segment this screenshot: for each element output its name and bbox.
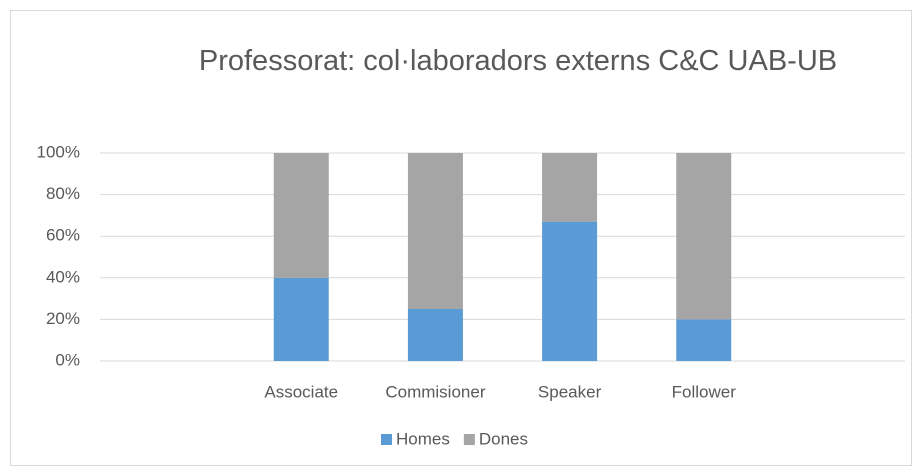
chart-title: Professorat: col·laboradors externs C&C … xyxy=(198,45,838,77)
legend-label: Dones xyxy=(479,429,528,448)
bar-segment xyxy=(542,153,598,222)
x-tick-label: Speaker xyxy=(538,382,602,401)
bar-segment xyxy=(273,153,329,278)
bar-segment xyxy=(542,221,598,361)
y-tick-label: 60% xyxy=(46,226,80,245)
bar-segment xyxy=(407,153,463,309)
x-tick-label: Commisioner xyxy=(385,382,485,401)
bar-segment xyxy=(676,153,732,320)
y-tick-label: 40% xyxy=(46,267,80,286)
bar-segment xyxy=(407,309,463,361)
y-tick-label: 80% xyxy=(46,184,80,203)
bar-segment xyxy=(273,277,329,361)
x-tick-label: Follower xyxy=(672,382,737,401)
y-tick-label: 20% xyxy=(46,309,80,328)
bar-segment xyxy=(676,319,732,361)
y-tick-label: 100% xyxy=(37,142,80,161)
legend-label: Homes xyxy=(396,429,450,448)
x-tick-label: Associate xyxy=(264,382,338,401)
legend-swatch xyxy=(463,434,475,445)
legend-swatch xyxy=(381,434,392,445)
y-tick-label: 0% xyxy=(55,350,80,369)
